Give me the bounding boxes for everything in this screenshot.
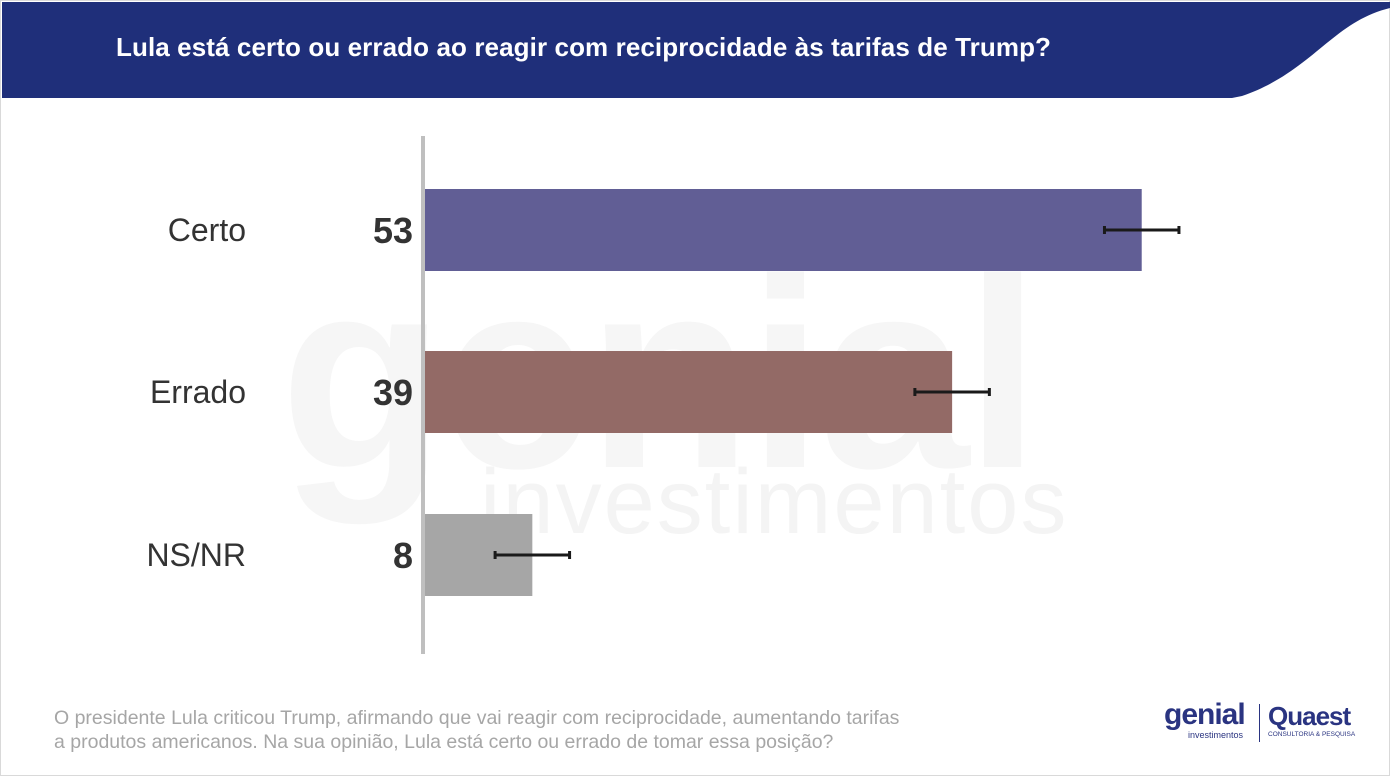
genial-logo: genial [1164, 698, 1246, 731]
header-shape [2, 2, 1390, 98]
bar-errado [424, 351, 953, 433]
footer-logos: genial investimentos Quaest CONSULTORIA … [1164, 700, 1364, 746]
survey-question-line-2: a produtos americanos. Na sua opinião, L… [54, 731, 834, 753]
genial-logo-sub: investimentos [1188, 730, 1244, 740]
value-label-certo: 53 [373, 210, 413, 251]
category-label-ns-nr: NS/NR [146, 537, 246, 573]
bar-certo [424, 189, 1142, 271]
header-banner: Lula está certo ou errado ao reagir com … [2, 2, 1390, 98]
survey-question-line-1: O presidente Lula criticou Trump, afirma… [54, 707, 900, 729]
value-label-ns-nr: 8 [393, 535, 413, 576]
page-title: Lula está certo ou errado ao reagir com … [116, 32, 1052, 62]
category-label-errado: Errado [150, 374, 246, 410]
value-label-errado: 39 [373, 372, 413, 413]
category-label-certo: Certo [168, 212, 246, 248]
quaest-logo-sub: CONSULTORIA & PESQUISA [1268, 731, 1356, 738]
error-bar-errado [913, 388, 991, 396]
error-bar-certo [1102, 226, 1181, 234]
quaest-logo: Quaest [1268, 701, 1351, 731]
error-bar-ns-nr [493, 551, 572, 559]
logo-divider [1259, 704, 1260, 742]
survey-question: O presidente Lula criticou Trump, afirma… [54, 706, 1014, 754]
